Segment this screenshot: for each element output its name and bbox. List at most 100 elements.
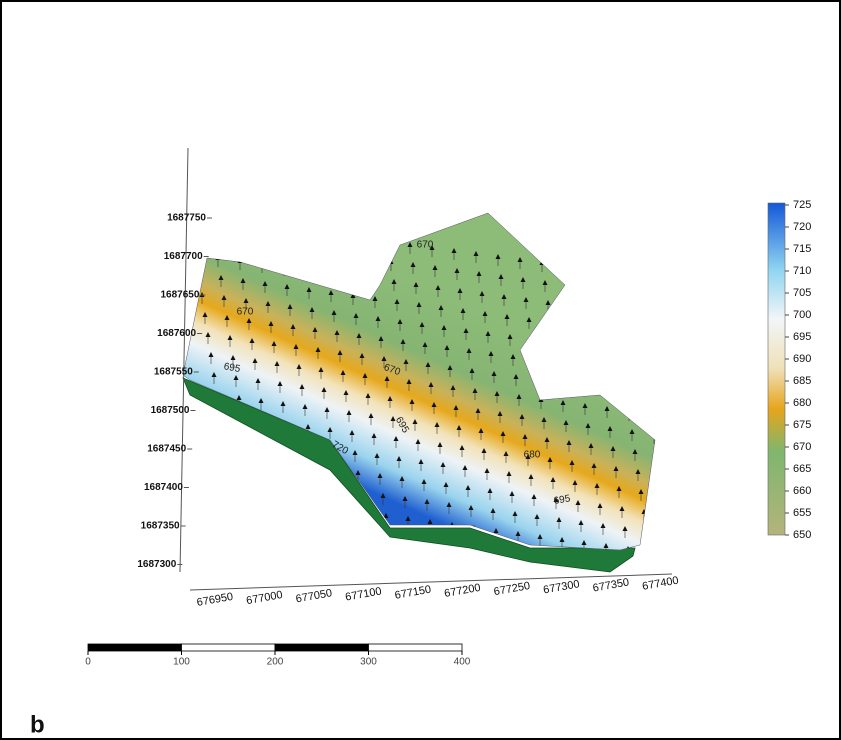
arrow-head [280,538,285,543]
arrow-head [587,286,592,291]
arrow-head [283,558,288,563]
arrow-head [652,432,657,437]
arrow-head [645,529,650,534]
arrow-head [609,289,614,294]
y-tick-label: 1687450 [147,444,186,455]
x-tick-label: 677150 [394,584,432,602]
x-tick-label: 677100 [344,585,382,603]
colorbar-label: 660 [793,485,811,497]
arrow-head [632,586,637,591]
arrow-head [243,435,248,440]
contour-label: 670 [417,240,434,251]
arrow-head [235,238,240,243]
arrow-head [326,270,331,275]
colorbar-label: 685 [793,375,811,387]
colorbar-label: 725 [793,199,811,211]
x-tick-label: 677250 [493,580,531,598]
arrow-head [296,501,301,506]
arrow-head [268,458,273,463]
arrow-head [224,452,229,457]
arrow-head [659,335,664,340]
arrow-head [364,236,369,241]
arrow-head [668,395,673,400]
arrow-head [635,606,640,611]
arrow-head [386,239,391,244]
arrow-head [238,258,243,263]
arrow-head [599,366,604,371]
y-tick-label: 1687550 [154,367,193,378]
y-tick-label: 1687600 [157,328,196,339]
arrow-head [584,266,589,271]
scale-bar-segment [275,644,369,651]
colorbar-label: 650 [793,529,811,541]
arrow-head [367,256,372,261]
arrow-head [478,565,483,570]
arrow-head [221,432,226,437]
arrow-head [312,464,317,469]
scale-bar-segment [182,644,276,651]
y-tick-label: 1687700 [164,251,203,262]
arrow-head [254,221,259,226]
arrow-head [533,357,538,362]
scale-bar-label: 200 [267,657,284,668]
arrow-head [698,595,703,600]
y-tick-label: 1687350 [141,521,180,532]
arrow-head [327,564,332,569]
arrow-head [624,389,629,394]
arrow-head [265,438,270,443]
arrow-head [320,230,325,235]
x-tick-label: 677050 [295,587,333,605]
arrow-head [239,552,244,557]
arrow-head [434,559,439,564]
arrow-head [593,326,598,331]
arrow-head [301,247,306,252]
arrow-head [665,375,670,380]
arrow-head [277,518,282,523]
arrow-head [276,224,281,229]
arrow-head [689,535,694,540]
arrow-head [671,415,676,420]
arrow-head [261,555,266,560]
colorbar [768,203,785,535]
arrow-head [343,527,348,532]
arrow-head [274,498,279,503]
arrow-head [577,363,582,368]
arrow-head [271,478,276,483]
arrow-head [670,552,675,557]
colorbar-label: 675 [793,419,811,431]
arrow-head [370,276,375,281]
x-tick-label: 677300 [542,578,580,596]
arrow-head [653,295,658,300]
arrow-head [680,475,685,480]
arrow-head [596,346,601,351]
arrow-head [318,504,323,509]
x-tick-label: 677000 [245,589,283,607]
arrow-head [305,561,310,566]
surface [183,213,655,550]
arrow-head [340,507,345,512]
arrow-head [628,272,633,277]
arrow-head [676,592,681,597]
arrow-head [346,547,351,552]
arrow-head [530,337,535,342]
arrow-head [348,273,353,278]
figure: b 16877501687700168765016876001687550168… [0,0,841,740]
colorbar-label: 680 [793,397,811,409]
arrow-head [695,575,700,580]
arrow-head [701,615,706,620]
arrow-head [679,612,684,617]
arrow-head [648,549,653,554]
arrow-head [393,573,398,578]
arrow-head [233,512,238,517]
colorbar-label: 710 [793,265,811,277]
colorbar-label: 655 [793,507,811,519]
arrow-head [368,550,373,555]
arrow-head [236,532,241,537]
arrow-head [655,452,660,457]
arrow-head [227,472,232,477]
arrow-head [349,567,354,572]
arrow-head [562,263,567,268]
arrow-head [302,541,307,546]
scale-bar-segment [88,644,182,651]
arrow-head [664,512,669,517]
